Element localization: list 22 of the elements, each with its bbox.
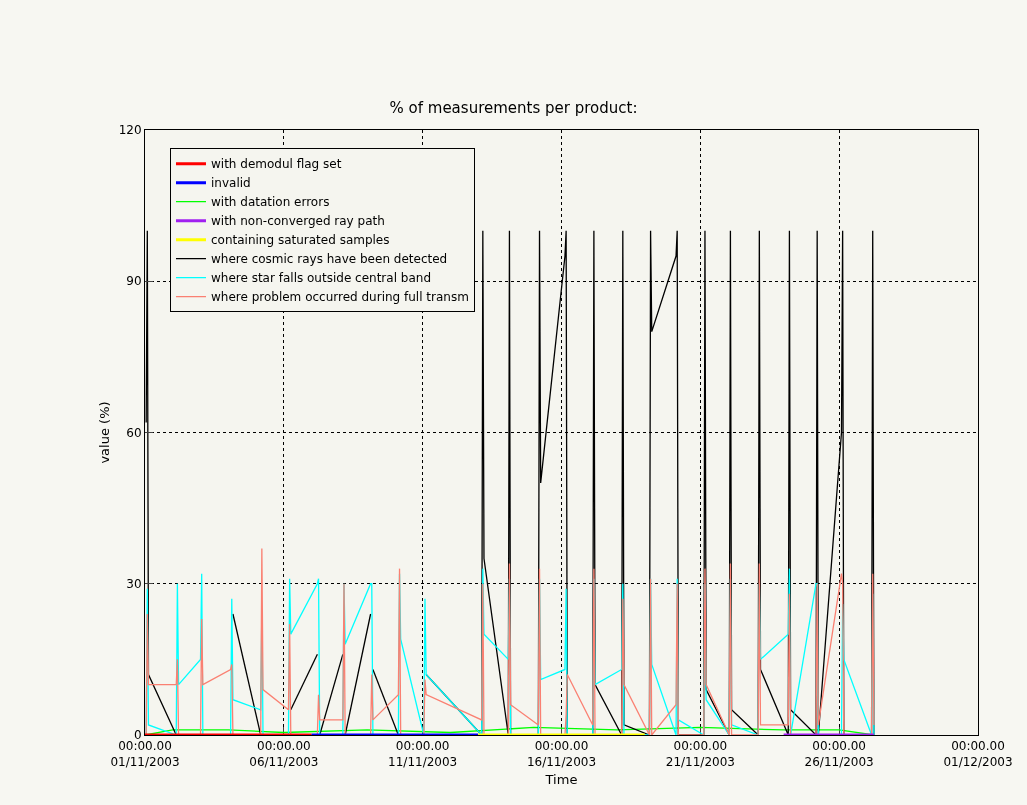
y-tick-label: 120 xyxy=(118,123,142,138)
x-tick-label: 00:00.00 16/11/2003 xyxy=(526,739,597,769)
legend-label: invalid xyxy=(210,176,251,191)
x-tick-label: 00:00.00 01/12/2003 xyxy=(943,739,1013,769)
y-tick-label: 90 xyxy=(126,274,142,289)
y-tick-label: 60 xyxy=(126,425,142,440)
x-tick-label: 00:00.00 21/11/2003 xyxy=(665,739,735,769)
legend-label: with datation errors xyxy=(210,195,330,210)
y-axis-title: value (%) xyxy=(97,401,112,464)
legend-label: with demodul flag set xyxy=(210,157,342,172)
legend-label: where cosmic rays have been detected xyxy=(210,252,448,267)
x-axis-title: Time xyxy=(544,772,578,787)
legend-label: containing saturated samples xyxy=(210,233,390,248)
x-tick-label: 00:00.00 01/11/2003 xyxy=(110,739,180,769)
y-tick-label: 30 xyxy=(126,576,142,591)
x-tick-label: 00:00.00 11/11/2003 xyxy=(388,739,458,769)
legend-label: where star falls outside central band xyxy=(210,271,432,286)
x-tick-label: 00:00.00 06/11/2003 xyxy=(249,739,319,769)
legend-label: where problem occurred during full transm xyxy=(210,290,469,305)
legend-label: with non-converged ray path xyxy=(210,214,385,229)
x-tick-label: 00:00.00 26/11/2003 xyxy=(804,739,874,769)
chart-title: % of measurements per product: xyxy=(389,98,638,117)
